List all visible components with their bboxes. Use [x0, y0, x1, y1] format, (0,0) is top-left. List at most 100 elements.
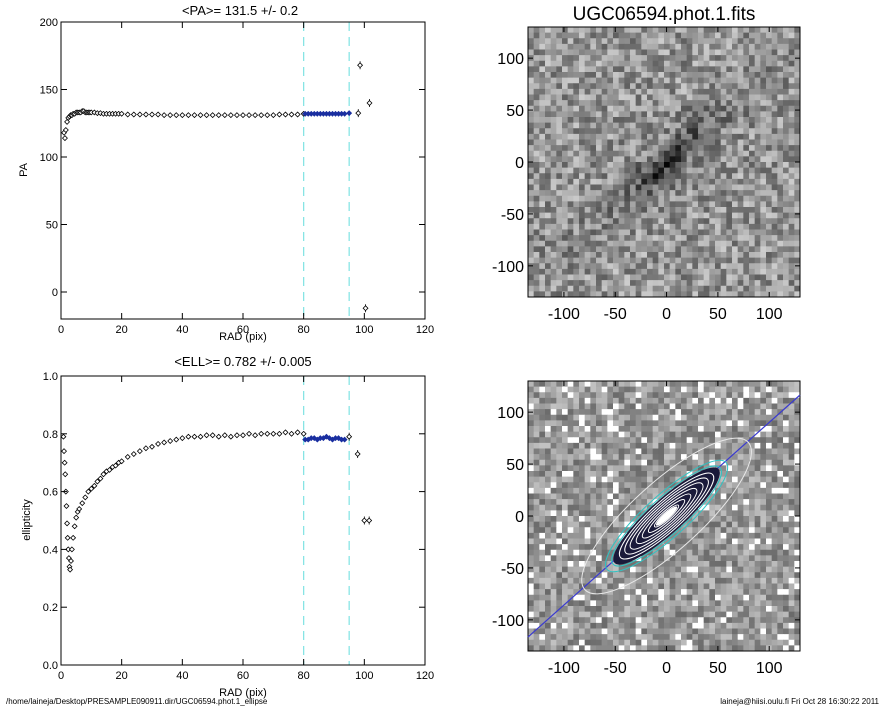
image-pixel [681, 589, 688, 596]
image-pixel [635, 207, 642, 214]
image-pixel [783, 252, 790, 259]
image-pixel [737, 88, 744, 95]
image-pixel [794, 471, 801, 478]
image-pixel [715, 111, 722, 118]
image-pixel [703, 105, 710, 112]
image-pixel [720, 566, 727, 573]
image-pixel [754, 240, 761, 247]
image-pixel [556, 420, 563, 427]
image-pixel [618, 55, 625, 62]
image-pixel [749, 139, 756, 146]
image-pixel [788, 414, 795, 421]
image-pixel [613, 178, 620, 185]
image-pixel [703, 431, 710, 438]
image-pixel [698, 622, 705, 629]
image-pixel [601, 487, 608, 494]
image-pixel [669, 414, 676, 421]
image-pixel [709, 105, 716, 112]
image-pixel [794, 257, 801, 264]
image-pixel [562, 145, 569, 152]
image-pixel [601, 184, 608, 191]
image-pixel [692, 83, 699, 90]
image-pixel [641, 122, 648, 129]
image-pixel [783, 381, 790, 388]
image-pixel [709, 94, 716, 101]
image-pixel [635, 465, 642, 472]
image-pixel [658, 280, 665, 287]
image-pixel [573, 117, 580, 124]
image-pixel [737, 139, 744, 146]
image-pixel [783, 66, 790, 73]
image-pixel [794, 60, 801, 67]
image-pixel [630, 162, 637, 169]
image-pixel [658, 263, 665, 270]
image-pixel [760, 538, 767, 545]
image-pixel [635, 499, 642, 506]
image-pixel [630, 594, 637, 601]
image-pixel [596, 459, 603, 466]
image-pixel [715, 128, 722, 135]
image-pixel [533, 32, 540, 39]
image-pixel [692, 527, 699, 534]
image-pixel [624, 442, 631, 449]
image-pixel [647, 437, 654, 444]
image-pixel [777, 195, 784, 202]
image-pixel [618, 229, 625, 236]
image-pixel [760, 544, 767, 551]
image-pixel [624, 252, 631, 259]
image-pixel [686, 426, 693, 433]
image-pixel [771, 409, 778, 416]
image-pixel [681, 162, 688, 169]
image-pixel [749, 409, 756, 416]
image-pixel [624, 207, 631, 214]
data-point [264, 112, 271, 119]
image-pixel [584, 442, 591, 449]
image-pixel [686, 72, 693, 79]
image-pixel [720, 184, 727, 191]
image-pixel [692, 207, 699, 214]
image-pixel [590, 465, 597, 472]
image-pixel [669, 77, 676, 84]
image-pixel [556, 414, 563, 421]
image-pixel [703, 167, 710, 174]
image-pixel [788, 27, 795, 34]
image-pixel [692, 291, 699, 298]
image-pixel [788, 577, 795, 584]
image-pixel [550, 190, 557, 197]
image-pixel [567, 634, 574, 641]
image-pixel [726, 150, 733, 157]
image-pixel [556, 521, 563, 528]
image-pixel [613, 561, 620, 568]
image-pixel [584, 263, 591, 270]
image-pixel [658, 246, 665, 253]
image-pixel [658, 117, 665, 124]
image-pixel [760, 218, 767, 225]
image-pixel [703, 589, 710, 596]
image-pixel [624, 218, 631, 225]
image-pixel [579, 156, 586, 163]
image-pixel [601, 122, 608, 129]
image-pixel [567, 212, 574, 219]
image-pixel [783, 257, 790, 264]
image-pixel [686, 448, 693, 455]
image-pixel [550, 218, 557, 225]
image-pixel [590, 201, 597, 208]
image-pixel [737, 617, 744, 624]
image-pixel [579, 459, 586, 466]
image-pixel [607, 133, 614, 140]
image-pixel [545, 454, 552, 461]
image-pixel [709, 577, 716, 584]
image-pixel [618, 100, 625, 107]
image-pixel [675, 549, 682, 556]
image-pixel [794, 566, 801, 573]
image-pixel [635, 55, 642, 62]
image-pixel [652, 235, 659, 242]
image-pixel [624, 66, 631, 73]
image-pixel [556, 527, 563, 534]
image-pixel [641, 139, 648, 146]
image-pixel [771, 173, 778, 180]
image-pixel [528, 381, 535, 388]
image-pixel [737, 195, 744, 202]
image-pixel [703, 207, 710, 214]
image-pixel [584, 32, 591, 39]
